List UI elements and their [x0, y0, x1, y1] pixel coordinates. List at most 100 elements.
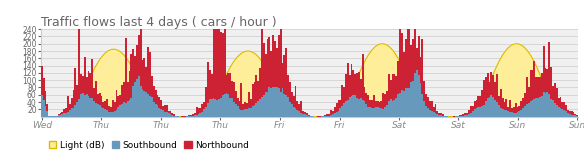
- Bar: [274, 87, 276, 117]
- Bar: [394, 100, 395, 117]
- Bar: [446, 116, 447, 117]
- Bar: [280, 22, 281, 92]
- Bar: [358, 72, 360, 99]
- Bar: [322, 116, 325, 117]
- Bar: [427, 108, 429, 117]
- Bar: [95, 103, 97, 117]
- Bar: [108, 106, 110, 112]
- Bar: [244, 109, 246, 117]
- Bar: [481, 106, 483, 117]
- Bar: [419, 83, 422, 117]
- Bar: [373, 108, 375, 117]
- Bar: [102, 102, 105, 108]
- Bar: [397, 61, 399, 94]
- Bar: [63, 109, 65, 113]
- Bar: [489, 97, 491, 117]
- Bar: [276, 48, 278, 87]
- Bar: [75, 68, 77, 105]
- Bar: [175, 116, 177, 117]
- Bar: [399, 93, 401, 117]
- Bar: [367, 107, 369, 117]
- Bar: [425, 94, 427, 106]
- Bar: [377, 107, 378, 117]
- Bar: [431, 111, 433, 117]
- Bar: [75, 105, 77, 117]
- Bar: [366, 104, 367, 117]
- Bar: [224, 8, 225, 94]
- Bar: [572, 112, 575, 115]
- Bar: [537, 77, 539, 98]
- Bar: [203, 102, 205, 109]
- Bar: [121, 85, 123, 104]
- Bar: [463, 116, 464, 117]
- Bar: [151, 97, 153, 117]
- Bar: [509, 112, 511, 117]
- Bar: [153, 102, 155, 117]
- Bar: [483, 80, 485, 105]
- Bar: [386, 91, 388, 105]
- Bar: [128, 71, 130, 100]
- Bar: [552, 100, 554, 117]
- Bar: [208, 99, 211, 117]
- Bar: [345, 74, 347, 101]
- Bar: [474, 101, 475, 110]
- Bar: [136, 45, 138, 79]
- Bar: [440, 113, 442, 115]
- Bar: [533, 61, 536, 99]
- Bar: [205, 107, 207, 117]
- Bar: [164, 112, 166, 117]
- Bar: [127, 101, 128, 117]
- Bar: [431, 101, 433, 111]
- Bar: [475, 108, 477, 117]
- Bar: [128, 100, 130, 117]
- Bar: [141, 60, 144, 89]
- Bar: [390, 80, 392, 99]
- Bar: [71, 108, 72, 117]
- Bar: [291, 104, 293, 117]
- Bar: [383, 109, 384, 117]
- Bar: [218, 13, 220, 99]
- Bar: [466, 115, 468, 117]
- Bar: [442, 114, 444, 116]
- Bar: [326, 116, 328, 117]
- Bar: [321, 116, 322, 117]
- Bar: [361, 100, 364, 117]
- Bar: [140, 86, 141, 117]
- Bar: [116, 110, 117, 117]
- Bar: [364, 101, 366, 117]
- Bar: [293, 96, 294, 107]
- Bar: [231, 98, 233, 117]
- Bar: [149, 52, 151, 96]
- Bar: [147, 94, 149, 117]
- Bar: [418, 36, 419, 75]
- Bar: [298, 111, 300, 117]
- Bar: [354, 95, 356, 117]
- Bar: [78, 27, 80, 99]
- Bar: [304, 112, 306, 115]
- Bar: [552, 86, 554, 100]
- Bar: [207, 63, 208, 103]
- Bar: [91, 59, 93, 98]
- Bar: [576, 115, 578, 116]
- Bar: [470, 113, 472, 117]
- Bar: [332, 111, 334, 114]
- Bar: [151, 76, 153, 97]
- Bar: [225, 93, 227, 117]
- Bar: [326, 114, 328, 116]
- Bar: [343, 103, 345, 117]
- Bar: [80, 74, 82, 94]
- Bar: [371, 100, 373, 108]
- Bar: [253, 105, 255, 117]
- Bar: [386, 105, 388, 117]
- Bar: [500, 89, 502, 108]
- Bar: [144, 58, 145, 91]
- Bar: [259, 99, 261, 117]
- Bar: [503, 110, 505, 117]
- Bar: [294, 87, 297, 108]
- Bar: [181, 116, 183, 117]
- Bar: [190, 116, 192, 117]
- Bar: [197, 108, 200, 114]
- Bar: [461, 115, 463, 116]
- Bar: [434, 113, 436, 117]
- Bar: [565, 111, 567, 117]
